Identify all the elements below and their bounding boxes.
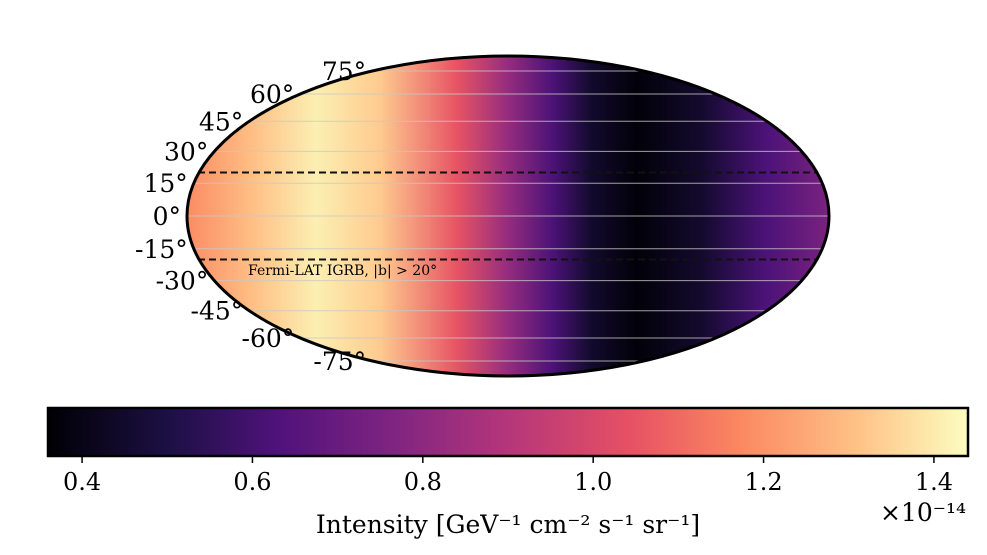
lat-tick-label: 45° — [199, 107, 243, 136]
lat-tick-label: -60° — [242, 324, 295, 353]
mask-boundaries — [187, 171, 829, 261]
colorbar-fill — [48, 408, 968, 456]
colorbar-offset-text: ×10⁻¹⁴ — [880, 498, 966, 527]
map-border — [185, 54, 831, 378]
lat-tick-label: 15° — [143, 169, 187, 198]
colorbar-frame — [46, 406, 970, 458]
latitude-labels: 75° 60°45°30° 15° 0° -15° -30°-45°-60° -75° — [135, 57, 366, 376]
colorbar-tick-label: 0.8 — [404, 468, 442, 496]
colorbar-tick-label: 0.4 — [63, 468, 101, 496]
lat-tick-label: 60° — [250, 80, 294, 109]
latitude-gridlines — [187, 70, 829, 362]
colorbar-tick-label: 0.6 — [233, 468, 271, 496]
lat-tick-label: 30° — [164, 137, 208, 166]
lat-tick-label: -30° — [156, 267, 209, 296]
colorbar-tick-label: 1.2 — [744, 468, 782, 496]
lat-tick-label: 75° — [322, 57, 366, 86]
colorbar-tick-label: 1.0 — [574, 468, 612, 496]
lat-tick-label: -15° — [135, 235, 188, 264]
colorbar-ticks: 0.4 0.6 0.8 1.0 1.2 1.4 — [63, 456, 953, 496]
colorbar: 0.4 0.6 0.8 1.0 1.2 1.4 Intensity [GeV⁻¹ cm⁻²… — [46, 406, 970, 539]
lat-tick-label: -45° — [191, 297, 244, 326]
lat-tick-label: -75° — [313, 347, 366, 376]
colorbar-tick-label: 1.4 — [915, 468, 953, 496]
lat-tick-label: 0° — [153, 202, 181, 231]
colorbar-label: Intensity [GeV⁻¹ cm⁻² s⁻¹ sr⁻¹] — [316, 510, 700, 539]
map-panel — [185, 54, 831, 378]
map-annotation: Fermi-LAT IGRB, |b| > 20° — [248, 263, 437, 279]
